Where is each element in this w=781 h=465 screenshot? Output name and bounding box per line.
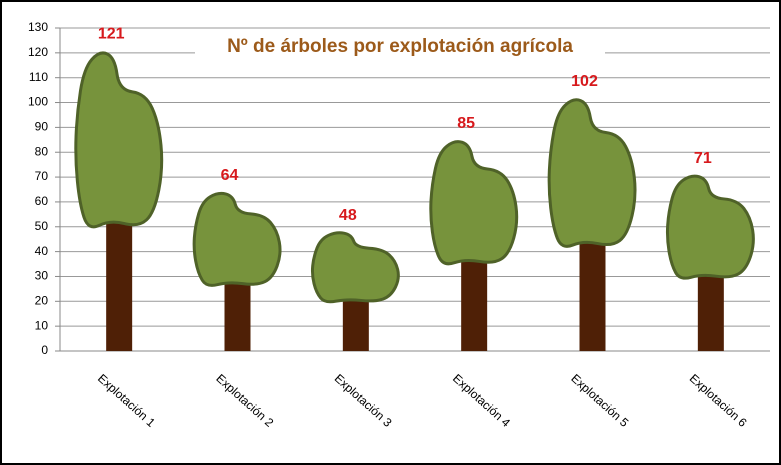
- value-label: 48: [339, 207, 357, 224]
- value-label: 85: [457, 115, 475, 132]
- value-label: 71: [694, 150, 712, 167]
- y-tick-label: 30: [35, 269, 49, 283]
- value-label: 121: [98, 26, 125, 43]
- trunk: [343, 299, 369, 351]
- y-tick-label: 110: [29, 70, 48, 84]
- page: Nº de árboles por explotación agrícola 0…: [0, 0, 781, 465]
- y-tick-label: 40: [35, 244, 49, 258]
- y-tick-label: 130: [28, 20, 48, 34]
- chart: Nº de árboles por explotación agrícola 0…: [0, 0, 781, 465]
- y-tick-label: 20: [35, 293, 49, 307]
- value-label: 102: [571, 73, 598, 90]
- trunk: [461, 258, 487, 351]
- trunk: [698, 273, 724, 351]
- y-tick-label: 100: [28, 95, 48, 109]
- y-tick-label: 90: [35, 120, 49, 134]
- value-label: 64: [221, 167, 239, 184]
- chart-title: Nº de árboles por explotación agrícola: [227, 36, 573, 57]
- y-tick-label: 120: [28, 45, 48, 59]
- trunk: [580, 239, 606, 351]
- y-tick-label: 70: [35, 169, 49, 183]
- y-tick-label: 80: [35, 144, 49, 158]
- y-tick-label: 10: [35, 318, 49, 332]
- trunk: [106, 219, 132, 351]
- trunk: [225, 281, 251, 351]
- y-tick-label: 50: [35, 219, 49, 233]
- y-tick-label: 0: [41, 343, 48, 357]
- y-tick-label: 60: [35, 194, 49, 208]
